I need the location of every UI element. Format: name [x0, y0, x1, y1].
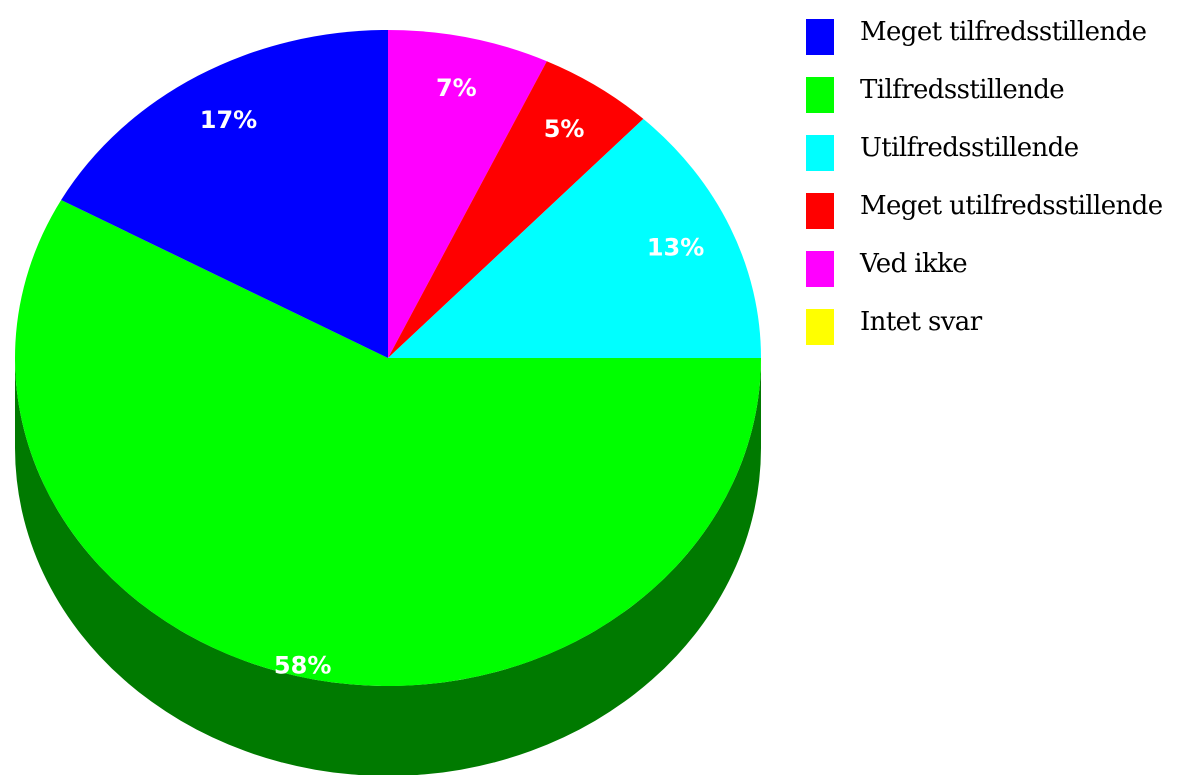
pie-top-layer	[15, 29, 762, 686]
legend-item: Intet svar	[806, 303, 1198, 361]
legend: Meget tilfredsstillende Tilfredsstillend…	[806, 13, 1198, 361]
pie-slice-label: 13%	[647, 234, 704, 262]
pie-slice-label: 7%	[436, 74, 477, 102]
legend-swatch	[806, 77, 834, 113]
pie-chart-svg: 7% 5% 13% 58% 17%	[15, 29, 762, 775]
legend-label: Tilfredsstillende	[860, 75, 1065, 105]
pie-slice	[15, 199, 762, 686]
legend-swatch	[806, 309, 834, 345]
pie-slice	[388, 61, 644, 358]
legend-swatch	[806, 251, 834, 287]
legend-label: Intet svar	[860, 307, 982, 337]
legend-label: Meget tilfredsstillende	[860, 17, 1147, 47]
pie-slice	[388, 118, 761, 359]
pie-slice	[388, 30, 547, 358]
pie-side-layer	[15, 358, 761, 775]
pie-slice	[61, 29, 388, 358]
pie-chart: 7% 5% 13% 58% 17%	[15, 29, 762, 775]
legend-item: Ved ikke	[806, 245, 1198, 303]
legend-item: Meget utilfredsstillende	[806, 187, 1198, 245]
legend-item: Tilfredsstillende	[806, 71, 1198, 129]
legend-swatch	[806, 19, 834, 55]
pie-label-layer: 7% 5% 13% 58% 17%	[200, 74, 704, 679]
legend-label: Utilfredsstillende	[860, 133, 1079, 163]
pie-slice-label: 58%	[274, 651, 331, 679]
pie-slice-label: 5%	[544, 115, 585, 143]
pie-slice-label: 17%	[200, 106, 257, 134]
legend-swatch	[806, 193, 834, 229]
legend-label: Meget utilfredsstillende	[860, 191, 1163, 221]
legend-label: Ved ikke	[860, 249, 968, 279]
pie-slice-side	[15, 358, 761, 775]
legend-item: Meget tilfredsstillende	[806, 13, 1198, 71]
legend-swatch	[806, 135, 834, 171]
legend-item: Utilfredsstillende	[806, 129, 1198, 187]
